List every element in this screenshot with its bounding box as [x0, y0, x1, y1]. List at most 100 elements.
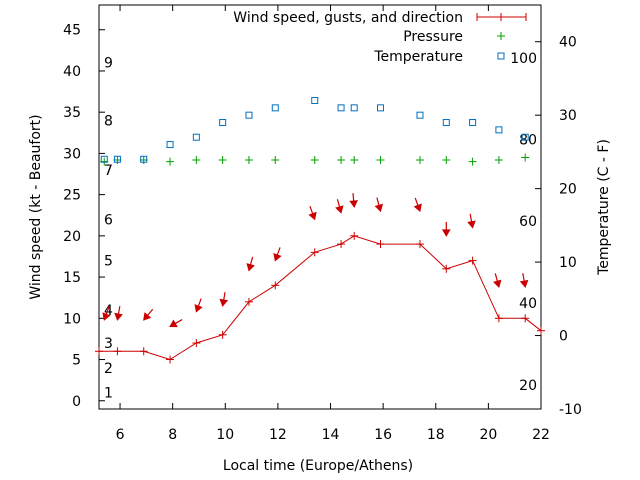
- x-tick-label: 20: [479, 427, 497, 443]
- temperature-point: [521, 133, 529, 141]
- x-axis-ticks: 6 8 10 12 14 16 18 20 22: [116, 5, 550, 443]
- x-tick-label: 16: [374, 427, 392, 443]
- pressure-point: [310, 156, 319, 165]
- legend-label-temperature: Temperature: [373, 49, 463, 65]
- wind-arrow: [194, 298, 203, 313]
- pressure-point: [244, 156, 253, 165]
- wind-arrow: [273, 247, 282, 262]
- temperature-point: [469, 119, 477, 127]
- x-tick-label: 8: [168, 427, 177, 443]
- beaufort-label: 3: [104, 336, 113, 352]
- y-right-axis-label: Temperature (C - F): [596, 139, 612, 276]
- x-tick-label: 22: [532, 427, 550, 443]
- temperature-point: [192, 133, 200, 141]
- wind-arrow: [413, 197, 422, 213]
- wind-speed-point: [537, 326, 545, 335]
- temperature-point: [100, 155, 108, 163]
- y-right-tick-label: -10: [559, 402, 582, 418]
- wind-arrow: [335, 199, 344, 214]
- wind-speed-point: [442, 264, 451, 273]
- y-right-tick-label: 10: [559, 255, 577, 271]
- wind-speed-point: [192, 339, 201, 348]
- plot-border: [98, 4, 542, 410]
- pressure-point: [442, 156, 451, 165]
- y-left-tick-label: 25: [63, 188, 81, 204]
- pressure-point: [218, 156, 227, 165]
- pressure-point: [337, 156, 346, 165]
- wind-arrow: [219, 292, 229, 307]
- beaufort-label: 2: [104, 361, 113, 377]
- wind-arrow: [467, 213, 476, 229]
- wind-speed-line: [99, 235, 542, 361]
- wind-speed-point: [521, 314, 530, 323]
- fahrenheit-label: 40: [519, 296, 537, 312]
- wind-arrow: [169, 319, 183, 328]
- wind-speed-point: [468, 256, 477, 265]
- wind-speed-point: [376, 240, 385, 249]
- temperature-point: [113, 155, 121, 163]
- y-left-tick-label: 0: [72, 394, 81, 410]
- wind-speed-point: [310, 248, 319, 257]
- pressure-point: [521, 153, 530, 162]
- temperature-point: [416, 111, 424, 119]
- temperature-point: [311, 96, 319, 104]
- wind-arrow: [143, 308, 154, 321]
- wind-speed-point: [95, 347, 103, 356]
- pressure-point: [494, 156, 503, 165]
- temperature-point: [350, 104, 358, 112]
- series-layer: [95, 96, 545, 364]
- y-left-tick-label: 30: [63, 146, 81, 162]
- x-tick-label: 12: [269, 427, 287, 443]
- x-tick-label: 18: [427, 427, 445, 443]
- fahrenheit-label: 100: [510, 51, 537, 67]
- temperature-point: [245, 111, 253, 119]
- wind-speed-point: [494, 314, 503, 323]
- y-right-axis-ticks: -10 0 10 20 30 40: [535, 35, 582, 418]
- y-left-tick-label: 5: [72, 353, 81, 369]
- wind-arrow: [114, 306, 123, 321]
- wind-arrow: [519, 273, 529, 288]
- wind-speed-point: [218, 330, 227, 339]
- legend-label-pressure: Pressure: [403, 29, 463, 45]
- temperature-point: [442, 119, 450, 127]
- wind-arrow: [441, 221, 451, 237]
- x-tick-label: 6: [116, 427, 125, 443]
- fahrenheit-label: 20: [519, 378, 537, 394]
- temperature-point: [337, 104, 345, 112]
- wind-direction-arrows: [102, 193, 529, 328]
- legend: Wind speed, gusts, and direction Pressur…: [233, 10, 527, 65]
- beaufort-label: 8: [104, 113, 113, 129]
- pressure-point: [468, 157, 477, 166]
- wind-speed-point: [337, 240, 346, 249]
- pressure-point: [350, 156, 359, 165]
- beaufort-labels: 1 2 3 4 5 6 7 8 9: [104, 56, 113, 402]
- beaufort-label: 6: [104, 212, 113, 228]
- x-tick-label: 10: [216, 427, 234, 443]
- y-right-tick-label: 0: [559, 329, 568, 345]
- y-left-axis-ticks: 0 5 10 15 20 25 30 35 40 45: [63, 23, 105, 410]
- x-tick-label: 14: [322, 427, 340, 443]
- legend-sample-temperature: [497, 52, 505, 60]
- y-left-tick-label: 20: [63, 229, 81, 245]
- temperature-point: [140, 155, 148, 163]
- y-left-tick-label: 10: [63, 311, 81, 327]
- y-left-axis-label: Wind speed (kt - Beaufort): [28, 114, 44, 299]
- y-left-tick-label: 15: [63, 270, 81, 286]
- beaufort-label: 5: [104, 254, 113, 270]
- wind-speed-point: [350, 231, 359, 240]
- wind-speed-point: [139, 347, 148, 356]
- x-axis-label: Local time (Europe/Athens): [223, 458, 413, 474]
- beaufort-label: 7: [104, 163, 113, 179]
- temperature-point: [377, 104, 385, 112]
- wind-arrow: [308, 206, 317, 221]
- wind-arrow: [374, 197, 384, 213]
- wind-speed-point: [166, 355, 175, 364]
- fahrenheit-label: 60: [519, 214, 537, 230]
- temperature-point: [495, 126, 503, 134]
- wind-speed-point: [244, 297, 253, 306]
- temperature-point: [166, 141, 174, 149]
- y-right-tick-label: 20: [559, 182, 577, 198]
- y-right-tick-label: 40: [559, 35, 577, 51]
- wind-speed-point: [113, 347, 122, 356]
